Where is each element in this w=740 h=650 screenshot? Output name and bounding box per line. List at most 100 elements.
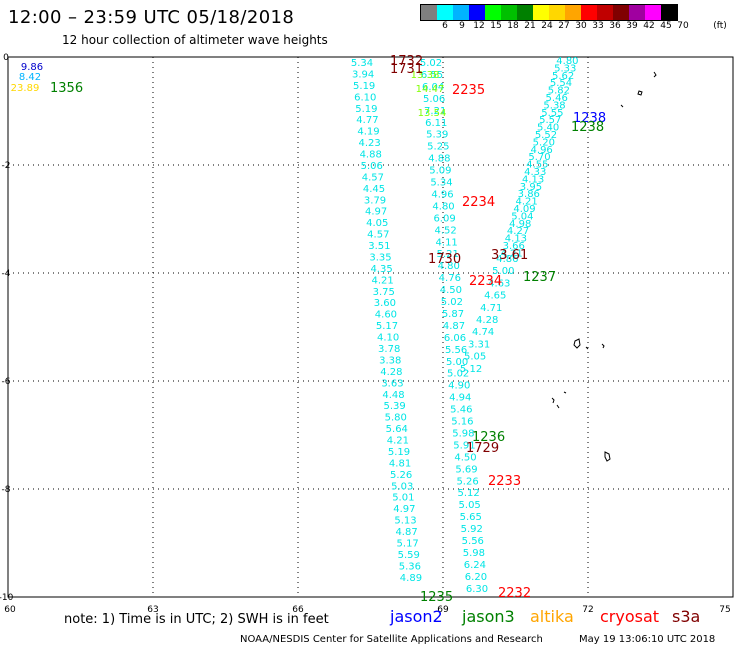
swh-value: 5.19 xyxy=(353,81,375,92)
swh-value: 5.06 xyxy=(423,94,445,105)
swh-value-high: 13.38 xyxy=(411,70,440,81)
satellite-s3a: s3a xyxy=(672,607,701,626)
legend-label: 33 xyxy=(592,21,604,31)
swh-value: 5.16 xyxy=(451,417,473,428)
legend-label: 18 xyxy=(507,21,519,31)
swh-value: 4.10 xyxy=(377,333,399,344)
lat-tick-label: -6 xyxy=(2,377,11,387)
swh-value: 5.70 xyxy=(528,152,550,163)
pass-time-label: 1236 xyxy=(472,430,505,445)
swh-value: 4.05 xyxy=(366,218,388,229)
swh-value: 5.02 xyxy=(441,297,463,308)
swh-value: 5.46 xyxy=(546,93,568,104)
swh-value: 4.80 xyxy=(438,261,460,272)
swh-value: 4.50 xyxy=(454,452,476,463)
color-legend: 6 9 12 15 18 21 24 27 30 33 36 39 42 45 70 (ft) xyxy=(420,4,734,36)
legend-label: 9 xyxy=(459,21,465,31)
swh-value: 6.04 xyxy=(422,82,444,93)
swh-value: 4.81 xyxy=(389,458,411,469)
swh-value: 4.97 xyxy=(365,207,387,218)
swh-value: 4.76 xyxy=(439,273,461,284)
swh-value: 4.19 xyxy=(357,127,379,138)
legend-swatch xyxy=(629,5,645,20)
swh-value: 4.28 xyxy=(476,315,498,326)
legend-label: 24 xyxy=(541,21,553,31)
legend-swatch xyxy=(613,5,629,20)
satellite-cryosat: cryosat xyxy=(600,607,660,626)
pass-time-label: 1238 xyxy=(573,111,606,126)
swh-value: 3.60 xyxy=(374,298,396,309)
legend-swatch xyxy=(581,5,597,20)
swh-value: 5.17 xyxy=(397,538,419,549)
legend-label: 36 xyxy=(609,21,621,31)
lon-tick-label: 69 xyxy=(437,605,449,615)
legend-label: 12 xyxy=(473,21,485,31)
legend-labels: 6 9 12 15 18 21 24 27 30 33 36 39 42 45 70 (ft) xyxy=(420,21,734,35)
swh-value: 5.80 xyxy=(385,413,407,424)
swh-value: 5.25 xyxy=(427,142,449,153)
pass-time-label: 33.61 xyxy=(491,248,528,263)
pass-time-label: 1238 xyxy=(571,120,604,135)
legend-swatch xyxy=(421,5,437,20)
swh-value: 5.03 xyxy=(391,481,413,492)
coastline xyxy=(573,338,581,349)
lat-tick-label: -8 xyxy=(2,485,11,495)
swh-value: 3.51 xyxy=(368,241,390,252)
lon-tick-label: 66 xyxy=(292,605,304,615)
swh-value: 5.20 xyxy=(533,137,555,148)
swh-value: 3.31 xyxy=(468,339,490,350)
legend-swatch xyxy=(549,5,565,20)
swh-value: 4.55 xyxy=(526,160,548,171)
swh-value: 5.34 xyxy=(351,58,373,69)
legend-swatch xyxy=(501,5,517,20)
swh-value: 4.74 xyxy=(472,327,494,338)
swh-value: 3.35 xyxy=(369,252,391,263)
swh-value: 5.91 xyxy=(453,440,475,451)
swh-value: 6.06 xyxy=(444,333,466,344)
swh-value: 5.82 xyxy=(548,86,570,97)
note-text: note: 1) Time is in UTC; 2) SWH is in fe… xyxy=(64,612,329,627)
swh-value: 5.26 xyxy=(390,470,412,481)
pass-time-label: 2235 xyxy=(452,83,485,98)
lon-tick-label: 60 xyxy=(4,605,16,615)
swh-value: 6.24 xyxy=(464,560,486,571)
legend-unit: (ft) xyxy=(713,21,727,31)
pass-time-label: 1731 xyxy=(390,62,423,77)
map-frame xyxy=(7,56,734,598)
swh-value: 5.02 xyxy=(420,58,442,69)
swh-value: 4.45 xyxy=(363,184,385,195)
swh-value: 4.57 xyxy=(362,172,384,183)
pass-time-label: 1237 xyxy=(523,270,556,285)
swh-value: 6.55 xyxy=(421,70,443,81)
swh-value: 4.80 xyxy=(556,56,578,67)
coastline xyxy=(585,346,589,350)
swh-value: 4.52 xyxy=(434,225,456,236)
coastline xyxy=(604,451,611,462)
swh-value: 5.06 xyxy=(361,161,383,172)
swh-value: 5.19 xyxy=(388,447,410,458)
swh-value: 3.95 xyxy=(520,182,542,193)
legend-swatch xyxy=(597,5,613,20)
map-subtitle: 12 hour collection of altimeter wave hei… xyxy=(62,33,328,47)
swh-value: 4.33 xyxy=(524,167,546,178)
swh-value: 5.12 xyxy=(460,364,482,375)
swh-value: 5.98 xyxy=(463,548,485,559)
legend-label: 45 xyxy=(660,21,672,31)
swh-value-spot: 8.42 xyxy=(19,72,41,83)
swh-value: 4.88 xyxy=(360,150,382,161)
swh-value: 5.05 xyxy=(464,352,486,363)
swh-value: 5.46 xyxy=(450,405,472,416)
legend-swatch xyxy=(645,5,661,20)
swh-value: 5.04 xyxy=(511,211,533,222)
legend-label: 6 xyxy=(442,21,448,31)
legend-swatch xyxy=(485,5,501,20)
swh-value: 5.38 xyxy=(543,100,565,111)
swh-value: 5.57 xyxy=(539,115,561,126)
legend-swatch xyxy=(661,5,677,20)
swh-value: 3.75 xyxy=(373,287,395,298)
swh-value: 6.20 xyxy=(465,572,487,583)
swh-value: 4.60 xyxy=(375,310,397,321)
legend-label: 27 xyxy=(558,21,570,31)
swh-value: 5.62 xyxy=(552,71,574,82)
